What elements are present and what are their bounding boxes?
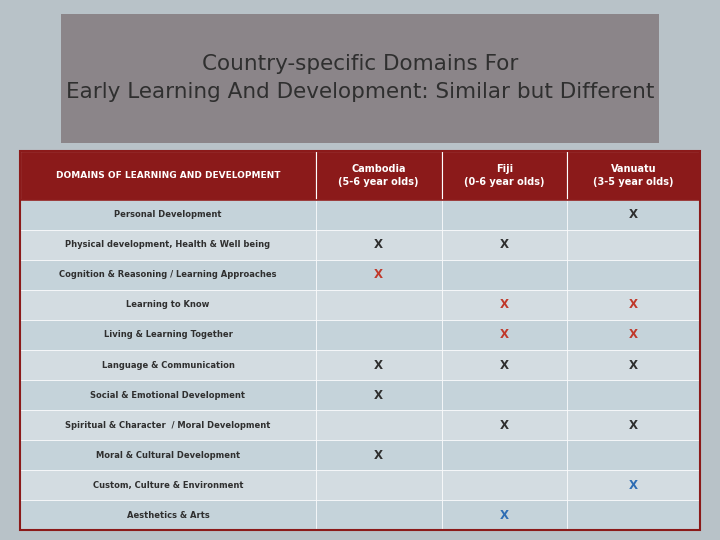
Text: X: X xyxy=(629,328,638,341)
Text: X: X xyxy=(629,208,638,221)
Bar xyxy=(316,410,441,440)
Text: Country-specific Domains For
Early Learning And Development: Similar but Differe: Country-specific Domains For Early Learn… xyxy=(66,55,654,102)
Text: X: X xyxy=(500,418,509,431)
Bar xyxy=(20,500,316,530)
Bar xyxy=(316,350,441,380)
Bar xyxy=(567,440,700,470)
Bar xyxy=(20,290,316,320)
Text: Cambodia
(5-6 year olds): Cambodia (5-6 year olds) xyxy=(338,164,419,187)
Bar xyxy=(567,350,700,380)
Bar xyxy=(567,500,700,530)
Text: X: X xyxy=(500,238,509,251)
Text: Spiritual & Character  / Moral Development: Spiritual & Character / Moral Developmen… xyxy=(66,421,271,430)
Text: Fiji
(0-6 year olds): Fiji (0-6 year olds) xyxy=(464,164,545,187)
Bar xyxy=(441,151,567,200)
Bar xyxy=(20,470,316,500)
Bar xyxy=(567,260,700,290)
Text: Language & Communication: Language & Communication xyxy=(102,361,235,369)
Bar xyxy=(20,151,700,530)
Bar xyxy=(441,290,567,320)
Bar xyxy=(20,260,316,290)
Text: Living & Learning Together: Living & Learning Together xyxy=(104,330,233,340)
Bar xyxy=(441,200,567,230)
Bar xyxy=(20,380,316,410)
Bar xyxy=(20,410,316,440)
Text: X: X xyxy=(629,418,638,431)
Text: Social & Emotional Development: Social & Emotional Development xyxy=(91,390,246,400)
Bar xyxy=(441,470,567,500)
Bar xyxy=(316,290,441,320)
Text: X: X xyxy=(374,449,383,462)
Bar xyxy=(441,260,567,290)
Bar xyxy=(316,440,441,470)
Text: X: X xyxy=(629,299,638,312)
Bar xyxy=(567,410,700,440)
Bar xyxy=(20,320,316,350)
Bar xyxy=(567,290,700,320)
Bar xyxy=(441,230,567,260)
Text: Cognition & Reasoning / Learning Approaches: Cognition & Reasoning / Learning Approac… xyxy=(59,271,276,279)
Bar xyxy=(316,230,441,260)
Text: DOMAINS OF LEARNING AND DEVELOPMENT: DOMAINS OF LEARNING AND DEVELOPMENT xyxy=(55,171,280,180)
Bar xyxy=(441,320,567,350)
Bar xyxy=(567,380,700,410)
Bar xyxy=(441,440,567,470)
Bar xyxy=(316,200,441,230)
Text: Physical development, Health & Well being: Physical development, Health & Well bein… xyxy=(66,240,271,249)
Bar xyxy=(441,350,567,380)
Bar xyxy=(567,200,700,230)
Bar xyxy=(316,151,441,200)
Text: Personal Development: Personal Development xyxy=(114,210,222,219)
Text: X: X xyxy=(374,389,383,402)
Text: X: X xyxy=(500,359,509,372)
Text: X: X xyxy=(374,238,383,251)
Bar xyxy=(20,440,316,470)
Text: X: X xyxy=(500,509,509,522)
Bar xyxy=(441,380,567,410)
Bar xyxy=(316,260,441,290)
Text: X: X xyxy=(500,328,509,341)
Bar xyxy=(20,230,316,260)
Bar xyxy=(20,200,316,230)
Bar xyxy=(316,320,441,350)
Bar xyxy=(20,151,316,200)
Bar xyxy=(567,470,700,500)
Text: Learning to Know: Learning to Know xyxy=(126,300,210,309)
Bar xyxy=(441,500,567,530)
Text: Custom, Culture & Environment: Custom, Culture & Environment xyxy=(93,481,243,490)
Text: X: X xyxy=(629,479,638,492)
Bar xyxy=(567,230,700,260)
Bar xyxy=(20,151,700,200)
Text: X: X xyxy=(374,268,383,281)
Bar xyxy=(61,14,659,143)
Bar xyxy=(441,410,567,440)
Text: Moral & Cultural Development: Moral & Cultural Development xyxy=(96,451,240,460)
Bar xyxy=(567,320,700,350)
Text: X: X xyxy=(500,299,509,312)
Bar xyxy=(20,350,316,380)
Bar xyxy=(567,151,700,200)
Bar xyxy=(316,470,441,500)
Text: Vanuatu
(3-5 year olds): Vanuatu (3-5 year olds) xyxy=(593,164,674,187)
Bar xyxy=(316,380,441,410)
Text: X: X xyxy=(629,359,638,372)
Text: Aesthetics & Arts: Aesthetics & Arts xyxy=(127,511,210,520)
Bar xyxy=(316,500,441,530)
Text: X: X xyxy=(374,359,383,372)
